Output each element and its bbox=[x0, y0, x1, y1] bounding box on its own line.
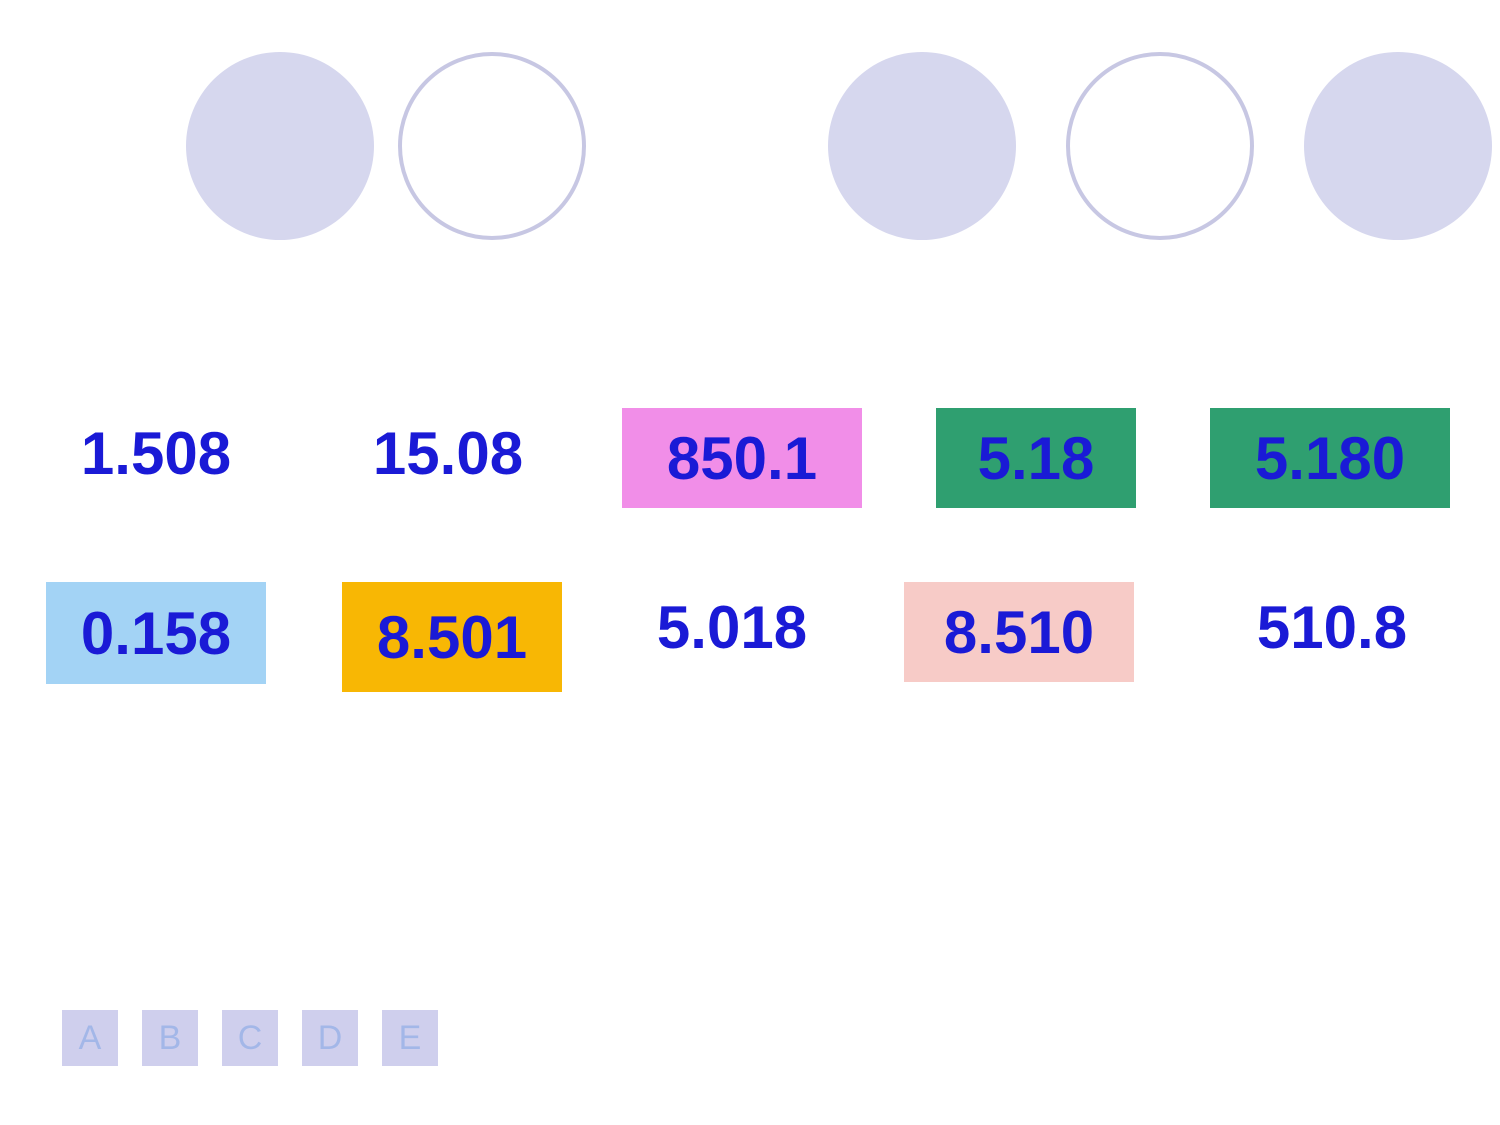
decorative-circle-3 bbox=[828, 52, 1016, 240]
decorative-circle-2 bbox=[398, 52, 586, 240]
number-cell-r1-c3[interactable]: 5.18 bbox=[936, 408, 1136, 508]
number-cell-r2-c0[interactable]: 0.158 bbox=[46, 582, 266, 684]
number-cell-r2-c4[interactable]: 510.8 bbox=[1222, 582, 1442, 672]
number-cell-r1-c2[interactable]: 850.1 bbox=[622, 408, 862, 508]
number-cell-r2-c3[interactable]: 8.510 bbox=[904, 582, 1134, 682]
number-cell-r1-c1[interactable]: 15.08 bbox=[338, 408, 558, 498]
nav-button-c[interactable]: C bbox=[222, 1010, 278, 1066]
nav-button-d[interactable]: D bbox=[302, 1010, 358, 1066]
nav-button-e[interactable]: E bbox=[382, 1010, 438, 1066]
number-cell-r2-c1[interactable]: 8.501 bbox=[342, 582, 562, 692]
decorative-circle-1 bbox=[186, 52, 374, 240]
nav-button-b[interactable]: B bbox=[142, 1010, 198, 1066]
nav-button-a[interactable]: A bbox=[62, 1010, 118, 1066]
decorative-circle-4 bbox=[1066, 52, 1254, 240]
number-cell-r1-c4[interactable]: 5.180 bbox=[1210, 408, 1450, 508]
number-cell-r1-c0[interactable]: 1.508 bbox=[46, 408, 266, 498]
number-cell-r2-c2[interactable]: 5.018 bbox=[622, 582, 842, 672]
decorative-circle-5 bbox=[1304, 52, 1492, 240]
